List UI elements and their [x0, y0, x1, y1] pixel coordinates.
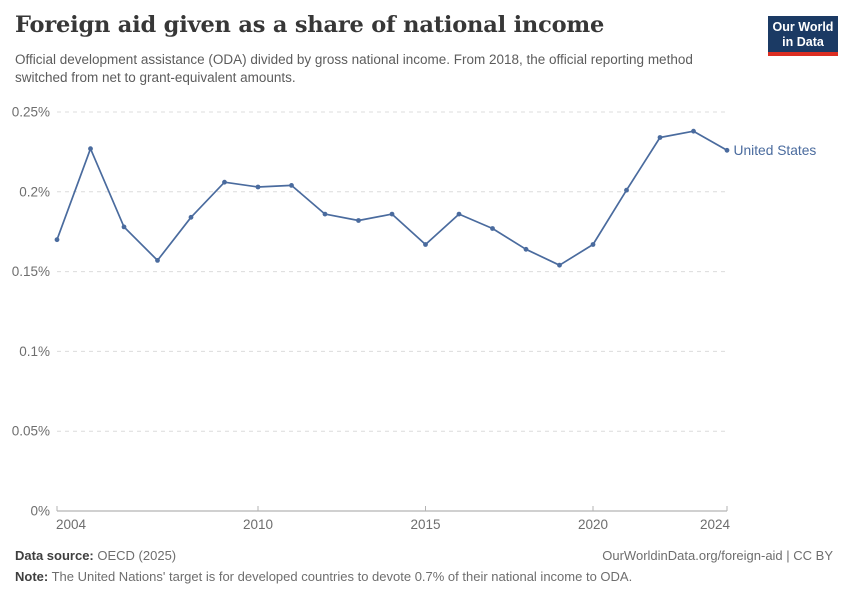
data-source-value: OECD (2025): [97, 548, 177, 563]
data-point[interactable]: [523, 246, 529, 252]
data-point[interactable]: [88, 146, 93, 152]
footer-citation-link[interactable]: OurWorldinData.org/foreign-aid | CC BY: [602, 548, 833, 563]
data-point[interactable]: [557, 262, 562, 268]
data-point[interactable]: [255, 184, 261, 190]
data-point[interactable]: [423, 242, 428, 247]
owid-logo-text: Our World in Data: [768, 16, 838, 52]
y-tick-label: 0.05%: [12, 424, 50, 439]
chart-subtitle: Official development assistance (ODA) di…: [15, 52, 693, 86]
footer-note: Note: The United Nations' target is for …: [15, 569, 835, 584]
data-source-label: Data source:: [15, 548, 94, 563]
data-point[interactable]: [624, 187, 629, 193]
data-point[interactable]: [188, 214, 194, 220]
note-label: Note:: [15, 569, 49, 584]
entity-label[interactable]: United States: [734, 143, 817, 158]
owid-logo: Our World in Data: [768, 16, 838, 56]
x-tick-label: 2004: [56, 517, 87, 532]
owid-logo-red-bar: [768, 52, 838, 56]
y-tick-label: 0.1%: [19, 344, 50, 359]
page-title: Foreign aid given as a share of national…: [15, 12, 605, 38]
x-tick-label: 2015: [410, 517, 440, 532]
data-point[interactable]: [155, 258, 160, 263]
data-point[interactable]: [356, 218, 361, 223]
note-text: The United Nations' target is for develo…: [51, 569, 633, 584]
y-tick-label: 0.15%: [12, 264, 50, 279]
data-point[interactable]: [289, 183, 294, 188]
data-point[interactable]: [322, 211, 328, 217]
y-tick-label: 0.25%: [12, 105, 50, 120]
chart-svg[interactable]: 0.25% 0.2% 0.15% 0.1% 0.05% 0% 2004 2010 2015 202…: [0, 0, 850, 540]
y-tick-label: 0%: [30, 504, 50, 519]
data-point[interactable]: [691, 128, 696, 134]
footer-sources: Data source: OECD (2025): [15, 548, 176, 563]
data-point[interactable]: [456, 211, 462, 217]
data-point[interactable]: [724, 147, 730, 153]
owid-logo-line1: Our World: [772, 20, 834, 34]
y-tick-label: 0.2%: [19, 184, 50, 199]
owid-logo-line2: in Data: [782, 34, 824, 49]
x-tick-label: 2020: [578, 517, 608, 532]
data-point[interactable]: [389, 211, 395, 217]
x-tick-label: 2010: [243, 517, 273, 532]
data-line[interactable]: [56, 130, 728, 267]
data-point[interactable]: [121, 224, 127, 230]
x-tick-label: 2024: [700, 517, 731, 532]
data-point[interactable]: [657, 135, 663, 140]
data-point[interactable]: [490, 226, 495, 231]
data-point[interactable]: [590, 242, 596, 247]
data-point[interactable]: [222, 179, 227, 185]
data-point[interactable]: [54, 237, 60, 243]
